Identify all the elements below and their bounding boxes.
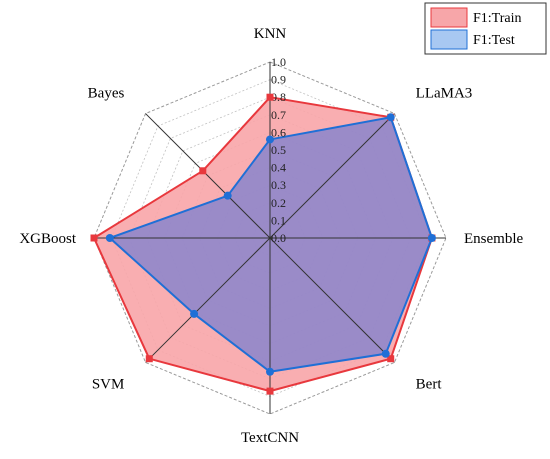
tick-label: 1.0	[271, 55, 286, 69]
axis-label-xgboost: XGBoost	[19, 231, 77, 247]
radar-points	[90, 93, 436, 395]
axis-label-textcnn: TextCNN	[241, 430, 299, 446]
data-point-test-llama3	[386, 113, 395, 122]
data-point-train-textcnn	[266, 387, 274, 395]
data-point-train-knn	[266, 93, 274, 101]
spoke-llama3	[269, 113, 395, 239]
tick-label: 0.5	[271, 143, 286, 157]
data-point-test-xgboost	[105, 234, 114, 242]
legend-label-train: F1:Train	[473, 11, 522, 26]
tick-label: 0.6	[271, 125, 286, 139]
data-point-train-bert	[387, 355, 395, 363]
legend-swatch-test	[430, 29, 468, 50]
data-point-test-bayes	[223, 191, 232, 200]
tick-label: 0.0	[271, 231, 286, 245]
radial-tick-labels: 0.0 0.1 0.2 0.3 0.4 0.5 0.6 0.7 0.8 0.9 1.0	[271, 55, 286, 245]
radar-series	[93, 96, 433, 393]
data-point-train-svm	[145, 355, 153, 363]
axis-label-knn: KNN	[254, 26, 287, 42]
legend: F1:Train F1:Test	[424, 2, 547, 55]
data-point-train-xgboost	[90, 234, 98, 242]
axis-label-ensemble: Ensemble	[464, 231, 523, 247]
spoke-bayes	[145, 113, 271, 239]
spoke-svm	[145, 237, 271, 363]
tick-label: 0.1	[271, 213, 286, 227]
legend-swatch-train	[430, 7, 468, 28]
axis-label-bayes: Bayes	[88, 85, 125, 101]
data-point-train-bayes	[199, 167, 207, 175]
data-point-test-knn	[266, 135, 274, 144]
data-point-test-ensemble	[427, 234, 436, 242]
data-point-test-textcnn	[266, 367, 274, 376]
tick-label: 0.8	[271, 90, 286, 104]
data-point-test-bert	[381, 349, 390, 358]
axis-labels: KNN LLaMA3 Ensemble Bert TextCNN SVM XGBoost Ba…	[19, 26, 523, 446]
axis-label-llama3: LLaMA3	[416, 85, 473, 101]
tick-label: 0.2	[271, 196, 286, 210]
axis-label-bert: Bert	[416, 377, 443, 393]
tick-label: 0.7	[271, 108, 286, 122]
spoke-bert	[269, 237, 395, 363]
axis-label-svm: SVM	[92, 377, 125, 393]
legend-label-test: F1:Test	[473, 33, 515, 48]
tick-label: 0.3	[271, 178, 286, 192]
tick-label: 0.9	[271, 73, 286, 87]
radar-spokes	[94, 62, 446, 414]
data-point-test-svm	[190, 309, 199, 318]
tick-label: 0.4	[271, 161, 286, 175]
